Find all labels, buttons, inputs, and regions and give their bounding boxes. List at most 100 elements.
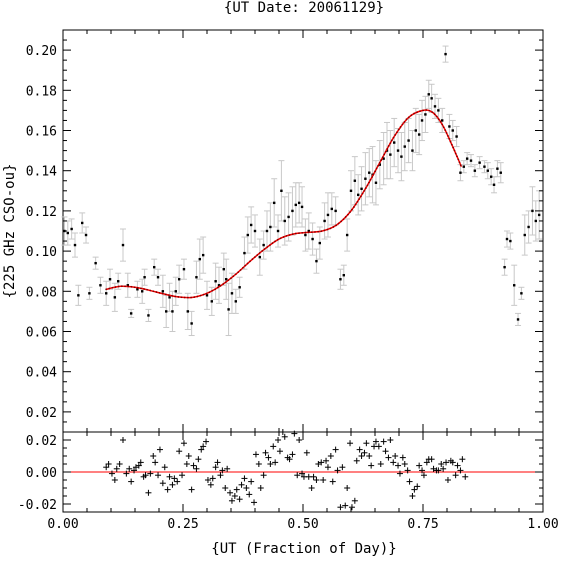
data-point (499, 171, 502, 174)
data-point (81, 221, 84, 225)
top-plot-frame (62, 29, 544, 433)
residual-point (299, 470, 306, 477)
residual-point (276, 448, 283, 455)
residual-point (105, 461, 112, 467)
fit-curve-dot (452, 146, 455, 149)
data-point (291, 209, 294, 213)
fit-curve-dot (229, 277, 232, 280)
fit-curve-dot (171, 294, 173, 297)
data-point (186, 310, 189, 313)
fit-curve-dot (320, 230, 323, 233)
residual-point (257, 485, 264, 491)
x-axis-label: {UT (Fraction of Day)} (211, 541, 396, 557)
fit-curve-dot (202, 293, 205, 296)
x-tick-label: 0.25 (167, 517, 198, 532)
residual-point (308, 485, 315, 491)
data-point (396, 149, 400, 152)
fit-curve-dot (413, 112, 415, 115)
data-point (294, 203, 297, 207)
data-point (353, 179, 357, 182)
fit-curve-dot (437, 118, 440, 121)
fit-curve-dot (326, 228, 329, 231)
residual-point (339, 464, 346, 471)
residual-point (185, 453, 192, 459)
residual-point (183, 461, 190, 467)
data-point (234, 300, 237, 303)
residual-point (103, 464, 110, 471)
residual-point (219, 467, 226, 474)
residual-point (155, 472, 162, 479)
residual-point (166, 473, 173, 480)
fit-curve-dot (425, 109, 428, 111)
residual-point (270, 443, 277, 450)
data-point (77, 294, 80, 297)
fit-curve-dot (363, 189, 366, 192)
residual-point (342, 502, 349, 509)
data-point (307, 229, 310, 233)
data-point (339, 278, 342, 281)
fit-curve-dot (445, 132, 448, 134)
residual-point (291, 430, 298, 437)
residual-point (176, 448, 183, 455)
data-point (393, 141, 396, 144)
fit-curve-dot (136, 286, 139, 289)
residual-point (241, 475, 248, 482)
data-point (345, 233, 349, 237)
data-point (473, 169, 477, 172)
data-point (389, 153, 392, 156)
data-point (246, 233, 249, 237)
fit-curve-dot (352, 206, 355, 208)
fit-curve-dot (143, 288, 145, 290)
data-point (66, 231, 69, 235)
fit-curve-dot (167, 294, 170, 297)
data-point (105, 292, 108, 295)
residual-point (454, 462, 461, 469)
data-point (143, 276, 146, 279)
fit-curve-dot (105, 288, 108, 291)
fit-curve-dot (114, 286, 117, 288)
residual-point (344, 485, 351, 491)
residual-point (171, 475, 178, 482)
residual-point (120, 437, 126, 443)
y-tick-label: 0.06 (26, 326, 57, 341)
residual-point (137, 459, 144, 466)
residual-point (126, 465, 133, 472)
fit-curve-dot (279, 237, 282, 240)
residual-point (348, 504, 355, 511)
residual-point (233, 486, 240, 493)
fit-curve-dot (117, 285, 120, 288)
data-point (195, 276, 198, 279)
residual-point (156, 446, 163, 453)
fit-curve-dot (246, 262, 249, 265)
residual-point (217, 472, 224, 479)
fit-curve-dot (344, 216, 347, 218)
fit-curve-dot (149, 289, 152, 292)
fit-curve-dot (232, 275, 235, 278)
y-tick-label: 0.18 (26, 84, 57, 99)
fit-curve-dot (332, 226, 335, 228)
fit-curve-dot (457, 158, 460, 161)
data-point (469, 159, 473, 162)
top-panel: {225 GHz CSO-ou} 0.02 0.04 0.06 0.08 0.10 0.1… (2, 29, 544, 433)
fit-curve-dot (274, 240, 276, 243)
fit-curve-dot (433, 113, 436, 116)
data-point (253, 229, 257, 233)
top-errorbars (61, 45, 543, 337)
data-point (483, 165, 486, 168)
data-point (304, 233, 307, 237)
data-point (534, 219, 537, 223)
data-point (492, 183, 496, 186)
residual-point (200, 443, 207, 450)
fit-curve-dot (449, 140, 452, 143)
data-point (478, 161, 481, 164)
fit-curve-dot (111, 286, 114, 289)
residual-point (457, 467, 464, 474)
data-point (330, 207, 333, 211)
fit-curve-dots (105, 109, 462, 299)
fit-curve-dot (234, 273, 237, 276)
x-tick-labels: 0.00 0.25 0.50 0.75 1.00 (47, 517, 558, 532)
fit-curve-dot (372, 173, 375, 176)
fit-curve-dot (310, 231, 313, 234)
bottom-y-tick-labels: -0.02 0.00 0.02 (18, 434, 57, 513)
